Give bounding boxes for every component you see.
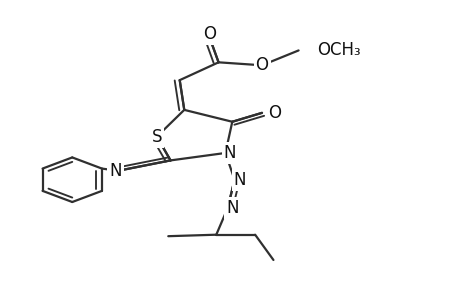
Text: N: N: [233, 171, 246, 189]
Text: O: O: [268, 104, 281, 122]
Text: S: S: [151, 128, 162, 146]
Text: O: O: [202, 25, 215, 43]
Text: N: N: [109, 162, 122, 180]
Text: N: N: [223, 144, 236, 162]
Text: OCH₃: OCH₃: [316, 41, 360, 59]
Text: O: O: [255, 56, 268, 74]
Text: N: N: [225, 199, 238, 217]
